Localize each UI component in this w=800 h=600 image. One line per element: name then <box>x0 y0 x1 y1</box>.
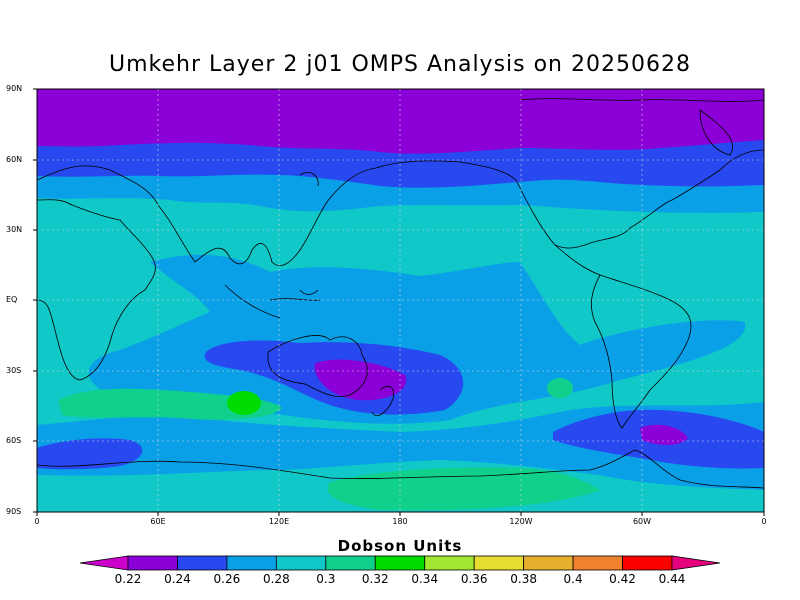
field-022-024-australia <box>314 359 407 401</box>
colorbar-over-triangle <box>671 555 721 571</box>
coast-australia <box>267 335 368 397</box>
colorbar-tick-label: 0.32 <box>361 572 389 586</box>
contour-fields <box>37 89 764 512</box>
lon-label-0-west: 0 <box>34 517 40 526</box>
lon-label-60e: 60E <box>150 517 166 526</box>
colorbar-swatch <box>424 555 475 571</box>
lat-label-30n: 30N <box>6 225 23 234</box>
colorbar-tick-label: 0.38 <box>510 572 537 586</box>
lat-label-60s: 60S <box>6 436 22 445</box>
coastlines <box>37 98 764 489</box>
colorbar-swatch <box>622 555 673 571</box>
colorbar-swatch <box>275 555 327 571</box>
colorbar-tick-label: 0.4 <box>563 572 583 586</box>
graticule <box>37 89 764 512</box>
colorbar-swatch <box>177 555 228 571</box>
field-022-024-atlantic <box>640 424 688 445</box>
lon-label-60w: 60W <box>632 517 652 526</box>
coast-arctic <box>519 98 764 156</box>
colorbar-tick-label: 0.22 <box>114 572 142 586</box>
lon-label-0-east: 0 <box>761 517 767 526</box>
coast-eurasia <box>37 160 517 266</box>
colorbar-tick-label: 0.26 <box>213 572 241 586</box>
colorbar-swatch <box>127 555 178 571</box>
axis-ticks <box>33 88 765 516</box>
colorbar-under-triangle <box>79 555 129 571</box>
lat-label-eq: EQ <box>6 295 18 304</box>
field-030-032-pacific <box>547 378 573 398</box>
field-030-032-indian <box>58 388 282 420</box>
colorbar-swatch <box>325 555 376 571</box>
colorbar-tick-label: 0.42 <box>609 572 636 586</box>
coast-north-america <box>515 149 764 276</box>
colorbar-swatch <box>523 555 574 571</box>
colorbar-tick-label: 0.24 <box>164 572 191 586</box>
coast-new-zealand <box>371 385 394 417</box>
field-026-028-tropics <box>88 254 746 424</box>
colorbar-tick-label: 0.34 <box>411 572 439 586</box>
field-024-026-indian <box>37 438 143 470</box>
lat-label-30s: 30S <box>6 366 22 375</box>
field-030-032-core <box>227 391 261 415</box>
coast-antarctica <box>37 449 764 489</box>
colorbar-tick-label: 0.3 <box>316 572 336 586</box>
colorbar-swatch <box>374 555 426 571</box>
map-title: Umkehr Layer 2 j01 OMPS Analysis on 2025… <box>109 52 691 77</box>
colorbar-swatch <box>226 555 277 571</box>
colorbar-tick-label: 0.44 <box>658 572 686 586</box>
colorbar-tick-label: 0.28 <box>263 572 290 586</box>
field-022-024-north <box>37 89 764 154</box>
lat-label-60n: 60N <box>6 155 23 164</box>
lon-label-180: 180 <box>392 517 408 526</box>
lon-label-120e: 120E <box>268 517 290 526</box>
coast-south-america <box>590 274 692 429</box>
colorbar-swatch <box>473 555 525 571</box>
colorbar-tick-label: 0.36 <box>460 572 488 586</box>
lon-label-120w: 120W <box>509 517 533 526</box>
lat-label-90s: 90S <box>6 507 22 516</box>
colorbar-title: Dobson Units <box>337 537 463 555</box>
colorbar-swatch <box>572 555 623 571</box>
coast-africa <box>37 199 156 381</box>
lat-label-90n: 90N <box>6 84 23 93</box>
